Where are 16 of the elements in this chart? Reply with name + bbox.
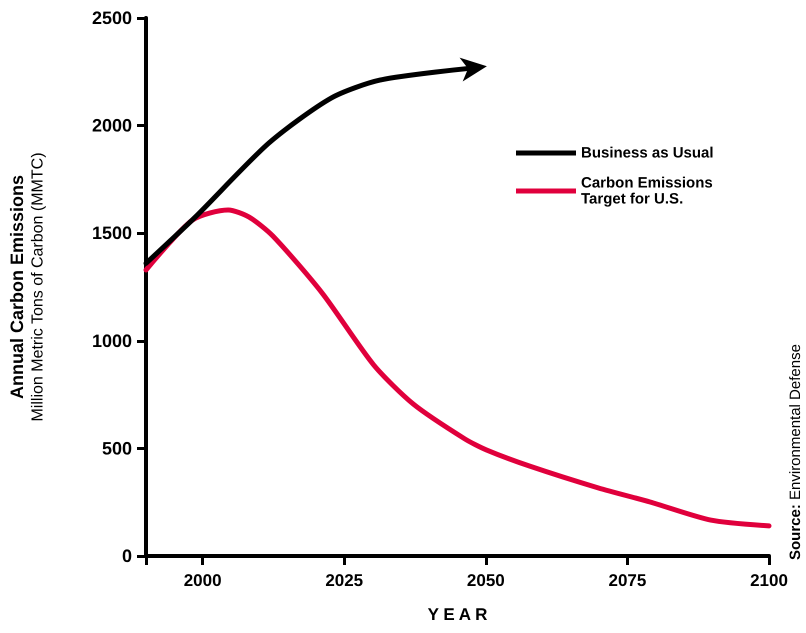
x-axis-title: Y E A R [428,605,488,624]
x-tick-label: 2025 [325,571,364,590]
source-note: Source: Environmental Defense [787,344,804,560]
x-tick-label: 2000 [184,571,222,590]
x-tick-label: 2050 [466,571,505,590]
y-axis-title: Annual Carbon Emissions Million Metric Tons of Carbon (MMTC) [7,152,46,422]
legend-label: Business as Usual [581,144,714,162]
x-tick-label: 2075 [608,571,646,590]
y-tick-label: 0 [122,546,132,566]
y-tick-label: 2000 [92,116,132,136]
y-tick-label: 2500 [92,8,132,28]
x-tick-label: 2100 [750,571,788,590]
y-tick-label: 1500 [92,223,132,244]
y-tick-label: 1000 [92,330,132,351]
y-tick-label: 500 [102,438,132,458]
legend-label: Carbon Emissions Target for U.S. [581,174,717,208]
